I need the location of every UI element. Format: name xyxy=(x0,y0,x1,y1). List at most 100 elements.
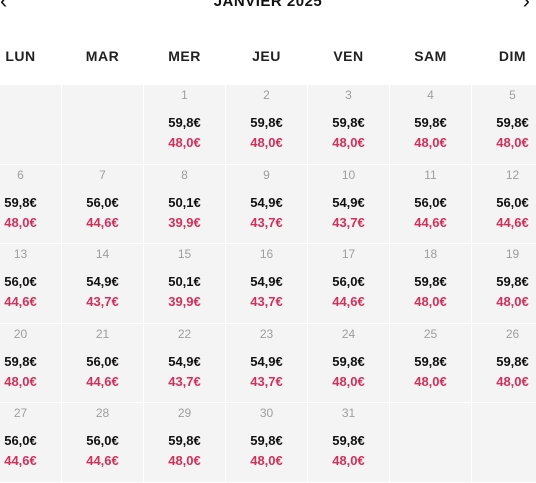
day-number: 1 xyxy=(181,88,188,102)
weekday-header-row: LUN MAR MER JEU VEN SAM DIM xyxy=(0,48,536,72)
day-price: 59,8€ xyxy=(332,115,365,130)
day-discount-price: 44,6€ xyxy=(496,214,529,230)
day-number: 17 xyxy=(341,247,356,261)
day-discount-price: 48,0€ xyxy=(496,135,529,150)
weekday-sam: SAM xyxy=(414,48,447,64)
day-cell-15[interactable]: 15 50,1€ 39,9€ xyxy=(144,244,226,324)
day-price: 56,0€ xyxy=(86,433,119,448)
day-price: 59,8€ xyxy=(496,115,529,130)
day-discount-price: 48,0€ xyxy=(168,135,201,150)
previous-month-button[interactable]: ‹ xyxy=(0,0,8,13)
day-number: 2 xyxy=(263,88,270,102)
day-price: 59,8€ xyxy=(496,274,529,289)
next-month-button[interactable]: › xyxy=(522,0,530,13)
day-discount-price: 48,0€ xyxy=(414,135,447,150)
day-cell-23[interactable]: 23 54,9€ 43,7€ xyxy=(226,323,308,403)
day-cell-8[interactable]: 8 50,1€ 39,9€ xyxy=(144,164,226,244)
day-cell-5[interactable]: 5 59,8€ 48,0€ xyxy=(472,85,536,165)
day-cell-18[interactable]: 18 59,8€ 48,0€ xyxy=(390,244,472,324)
day-price: 54,9€ xyxy=(168,353,201,369)
day-price: 56,0€ xyxy=(332,274,365,289)
day-price: 50,1€ xyxy=(168,274,201,289)
day-number: 4 xyxy=(427,88,434,102)
empty-day-cell xyxy=(62,85,144,165)
weekday-ven: VEN xyxy=(333,48,364,64)
day-cell-6[interactable]: 6 59,8€ 48,0€ xyxy=(0,164,62,244)
day-price: 56,0€ xyxy=(86,194,119,210)
day-discount-price: 48,0€ xyxy=(414,294,447,309)
day-discount-price: 39,9€ xyxy=(168,214,201,230)
empty-day-cell xyxy=(390,403,472,483)
day-cell-27[interactable]: 27 56,0€ 44,6€ xyxy=(0,403,62,483)
empty-day-cell xyxy=(472,403,536,483)
day-number: 18 xyxy=(423,247,438,261)
day-number: 27 xyxy=(13,406,28,420)
day-cell-11[interactable]: 11 56,0€ 44,6€ xyxy=(390,164,472,244)
day-number: 8 xyxy=(181,167,188,182)
weekday-mer: MER xyxy=(168,48,201,64)
calendar-grid: 1 59,8€ 48,0€ 2 59,8€ 48,0€ 3 59,8€ 48,0€ 4 59,8€ 4… xyxy=(0,85,536,483)
day-discount-price: 48,0€ xyxy=(250,135,283,150)
day-price: 59,8€ xyxy=(4,353,37,369)
day-cell-22[interactable]: 22 54,9€ 43,7€ xyxy=(144,323,226,403)
day-cell-14[interactable]: 14 54,9€ 43,7€ xyxy=(62,244,144,324)
day-price: 56,0€ xyxy=(496,194,529,210)
day-price: 59,8€ xyxy=(250,433,283,448)
day-discount-price: 44,6€ xyxy=(4,294,37,309)
day-number: 16 xyxy=(259,247,274,261)
day-discount-price: 48,0€ xyxy=(332,135,365,150)
day-cell-21[interactable]: 21 56,0€ 44,6€ xyxy=(62,323,144,403)
day-discount-price: 48,0€ xyxy=(168,453,201,468)
day-cell-29[interactable]: 29 59,8€ 48,0€ xyxy=(144,403,226,483)
day-price: 59,8€ xyxy=(168,115,201,130)
weekday-dim: DIM xyxy=(498,48,527,64)
day-cell-2[interactable]: 2 59,8€ 48,0€ xyxy=(226,85,308,165)
day-discount-price: 48,0€ xyxy=(4,214,37,230)
day-cell-24[interactable]: 24 59,8€ 48,0€ xyxy=(308,323,390,403)
day-discount-price: 48,0€ xyxy=(496,373,529,389)
day-discount-price: 44,6€ xyxy=(86,373,119,389)
day-cell-4[interactable]: 4 59,8€ 48,0€ xyxy=(390,85,472,165)
day-discount-price: 48,0€ xyxy=(332,453,365,468)
day-number: 26 xyxy=(505,326,520,341)
empty-day-cell xyxy=(0,85,62,165)
day-cell-25[interactable]: 25 59,8€ 48,0€ xyxy=(390,323,472,403)
day-cell-1[interactable]: 1 59,8€ 48,0€ xyxy=(144,85,226,165)
day-cell-3[interactable]: 3 59,8€ 48,0€ xyxy=(308,85,390,165)
day-price: 59,8€ xyxy=(332,433,365,448)
day-discount-price: 43,7€ xyxy=(250,214,283,230)
day-cell-9[interactable]: 9 54,9€ 43,7€ xyxy=(226,164,308,244)
day-price: 54,9€ xyxy=(86,274,119,289)
day-cell-19[interactable]: 19 59,8€ 48,0€ xyxy=(472,244,536,324)
day-discount-price: 43,7€ xyxy=(250,294,283,309)
day-price: 59,8€ xyxy=(414,353,447,369)
day-number: 10 xyxy=(341,167,356,182)
day-price: 59,8€ xyxy=(4,194,37,210)
day-cell-16[interactable]: 16 54,9€ 43,7€ xyxy=(226,244,308,324)
day-discount-price: 44,6€ xyxy=(4,453,37,468)
day-cell-13[interactable]: 13 56,0€ 44,6€ xyxy=(0,244,62,324)
weekday-jeu: JEU xyxy=(252,48,281,64)
day-price: 50,1€ xyxy=(168,194,201,210)
day-number: 22 xyxy=(177,326,192,341)
day-discount-price: 43,7€ xyxy=(168,373,201,389)
day-discount-price: 43,7€ xyxy=(250,373,283,389)
day-cell-31[interactable]: 31 59,8€ 48,0€ xyxy=(308,403,390,483)
day-discount-price: 48,0€ xyxy=(4,373,37,389)
day-cell-28[interactable]: 28 56,0€ 44,6€ xyxy=(62,403,144,483)
day-price: 59,8€ xyxy=(250,115,283,130)
day-cell-30[interactable]: 30 59,8€ 48,0€ xyxy=(226,403,308,483)
day-discount-price: 39,9€ xyxy=(168,294,201,309)
day-price: 59,8€ xyxy=(168,433,201,448)
day-cell-12[interactable]: 12 56,0€ 44,6€ xyxy=(472,164,536,244)
day-number: 30 xyxy=(259,406,274,420)
day-cell-10[interactable]: 10 54,9€ 43,7€ xyxy=(308,164,390,244)
day-cell-20[interactable]: 20 59,8€ 48,0€ xyxy=(0,323,62,403)
day-number: 11 xyxy=(424,167,437,182)
day-cell-17[interactable]: 17 56,0€ 44,6€ xyxy=(308,244,390,324)
day-discount-price: 44,6€ xyxy=(332,294,365,309)
day-cell-26[interactable]: 26 59,8€ 48,0€ xyxy=(472,323,536,403)
day-cell-7[interactable]: 7 56,0€ 44,6€ xyxy=(62,164,144,244)
day-price: 54,9€ xyxy=(250,274,283,289)
day-discount-price: 44,6€ xyxy=(414,214,447,230)
